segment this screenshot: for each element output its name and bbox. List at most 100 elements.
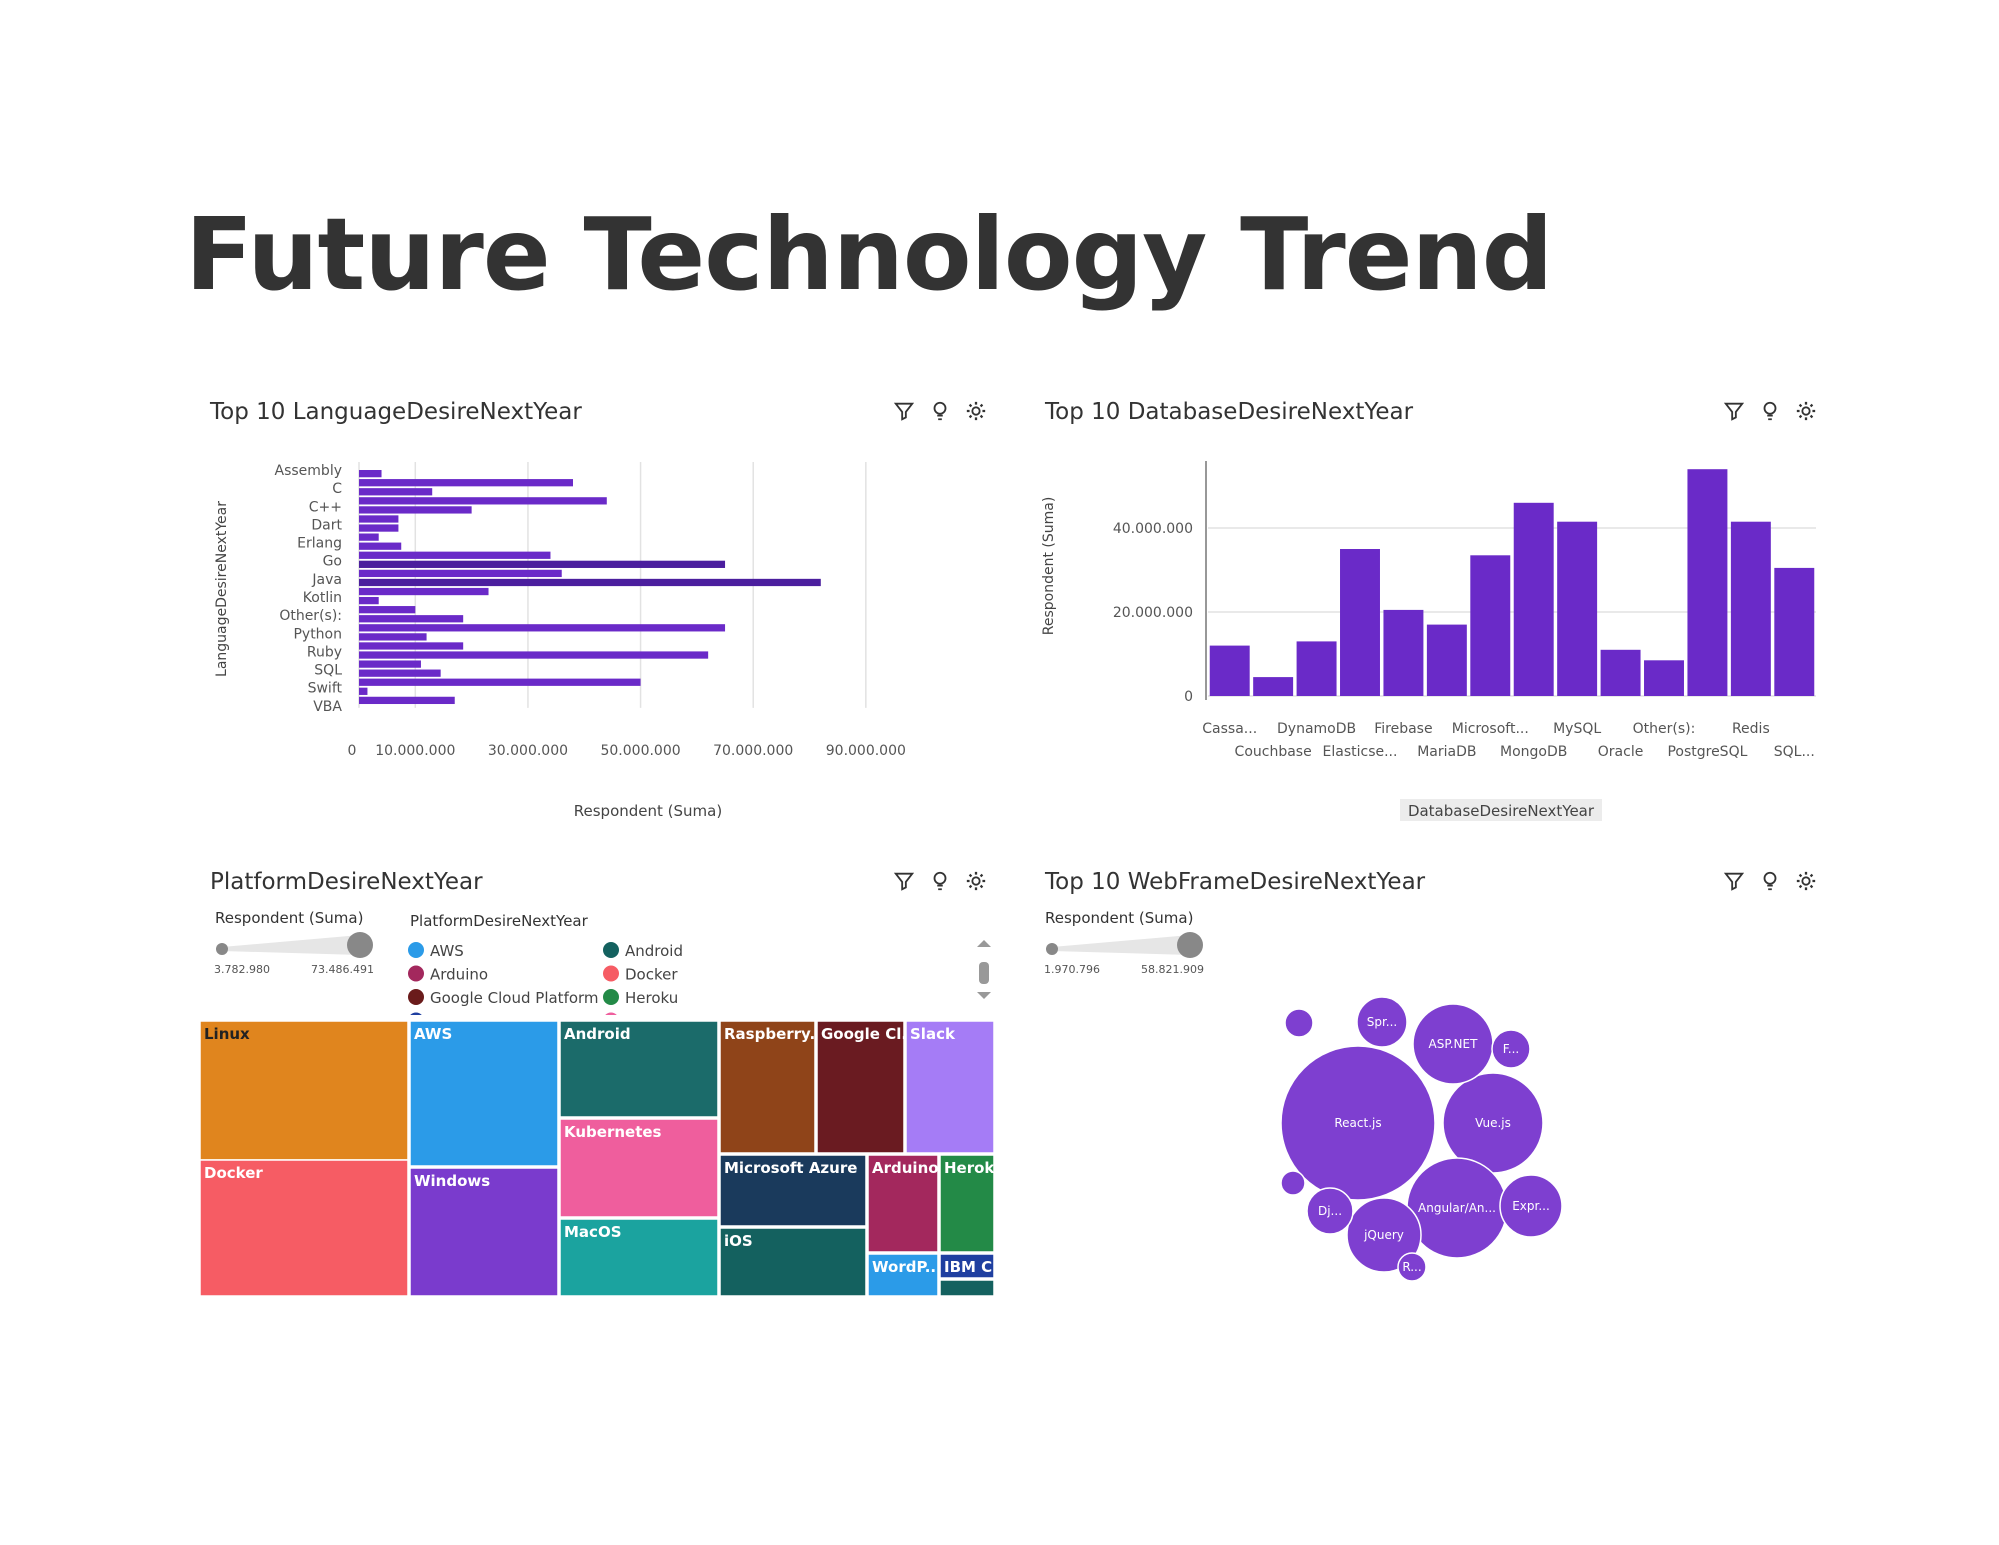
treemap-tile[interactable]: [939, 1279, 995, 1297]
bar[interactable]: [359, 533, 379, 541]
chart-toolbar: [893, 870, 987, 892]
lightbulb-icon[interactable]: [929, 870, 951, 892]
bar[interactable]: [359, 488, 433, 496]
settings-icon[interactable]: [965, 400, 987, 422]
bar[interactable]: [359, 596, 379, 605]
bar[interactable]: [359, 687, 368, 695]
filter-icon[interactable]: [1723, 870, 1745, 892]
bar[interactable]: [359, 678, 641, 686]
treemap-tile[interactable]: [719, 1020, 816, 1154]
bar[interactable]: [359, 479, 573, 487]
legend-label[interactable]: Android: [625, 942, 683, 960]
bar[interactable]: [359, 669, 441, 677]
bar[interactable]: [1209, 645, 1250, 696]
bar[interactable]: [359, 615, 464, 623]
treemap-tile[interactable]: [559, 1218, 719, 1297]
category-label: DynamoDB: [1277, 721, 1356, 737]
page-title: Future Technology Trend: [185, 196, 1553, 313]
legend-label[interactable]: Google Cloud Platform: [430, 989, 599, 1007]
treemap-tile[interactable]: [939, 1154, 995, 1253]
bar[interactable]: [1296, 641, 1337, 696]
treemap-tile[interactable]: [559, 1118, 719, 1218]
bar[interactable]: [1253, 677, 1294, 696]
bar[interactable]: [359, 624, 726, 632]
lightbulb-icon[interactable]: [929, 400, 951, 422]
treemap-tile[interactable]: [867, 1154, 939, 1253]
category-label: Firebase: [1374, 721, 1432, 737]
bar[interactable]: [1340, 549, 1380, 696]
bar[interactable]: [359, 515, 399, 523]
filter-icon[interactable]: [893, 400, 915, 422]
treemap-tile[interactable]: [409, 1167, 559, 1297]
treemap-tile[interactable]: [939, 1253, 995, 1279]
bar[interactable]: [359, 470, 382, 478]
bar[interactable]: [359, 551, 551, 559]
bar[interactable]: [1687, 469, 1728, 696]
slider-max-handle[interactable]: [1177, 932, 1203, 958]
slider-min-handle[interactable]: [1046, 943, 1058, 955]
bar[interactable]: [359, 642, 464, 650]
bar[interactable]: [1426, 624, 1467, 696]
scroll-up-icon[interactable]: [977, 940, 991, 947]
bar[interactable]: [359, 497, 607, 505]
treemap-tile[interactable]: [816, 1020, 905, 1154]
filter-icon[interactable]: [893, 870, 915, 892]
lightbulb-icon[interactable]: [1759, 870, 1781, 892]
bar[interactable]: [359, 651, 709, 659]
treemap-tile[interactable]: [199, 1020, 409, 1161]
treemap-tile[interactable]: [867, 1253, 939, 1297]
settings-icon[interactable]: [1795, 400, 1817, 422]
bar[interactable]: [1513, 502, 1554, 696]
scroll-thumb[interactable]: [979, 962, 989, 984]
bubble[interactable]: [1280, 1170, 1306, 1196]
bubble[interactable]: [1499, 1174, 1563, 1238]
bubble[interactable]: [1306, 1187, 1354, 1235]
database-bar-chart: 0 20.000.000 40.000.000 Cassa... Couchbase D…: [1041, 461, 1816, 821]
bubble[interactable]: [1280, 1045, 1436, 1201]
bar[interactable]: [1383, 609, 1424, 696]
bar[interactable]: [359, 587, 489, 596]
bubble[interactable]: [1284, 1008, 1314, 1038]
bar[interactable]: [1600, 649, 1641, 696]
size-min-value: 3.782.980: [214, 963, 270, 976]
slider-max-handle[interactable]: [347, 932, 373, 958]
bar[interactable]: [1774, 567, 1815, 696]
bar[interactable]: [1557, 521, 1598, 696]
bar[interactable]: [359, 569, 562, 578]
treemap-tile[interactable]: [719, 1227, 867, 1297]
bar[interactable]: [359, 696, 455, 705]
bar[interactable]: [359, 524, 399, 532]
settings-icon[interactable]: [1795, 870, 1817, 892]
bar[interactable]: [359, 506, 472, 514]
bar[interactable]: [1730, 521, 1771, 696]
bar[interactable]: [359, 542, 402, 550]
bar[interactable]: [359, 660, 421, 668]
legend-label[interactable]: Heroku: [625, 989, 678, 1007]
settings-icon[interactable]: [965, 870, 987, 892]
treemap-tile[interactable]: [905, 1020, 995, 1154]
size-min-value: 1.970.796: [1044, 963, 1100, 976]
bubble[interactable]: [1346, 1197, 1422, 1273]
filter-icon[interactable]: [1723, 400, 1745, 422]
bar[interactable]: [359, 560, 726, 568]
bubble[interactable]: [1356, 996, 1408, 1048]
treemap-tile[interactable]: [409, 1020, 559, 1167]
bar[interactable]: [359, 633, 427, 641]
bubble[interactable]: [1397, 1252, 1427, 1282]
treemap-tile[interactable]: [719, 1154, 867, 1227]
legend-label[interactable]: Arduino: [430, 966, 488, 984]
bar[interactable]: [359, 606, 416, 614]
slider-min-handle[interactable]: [216, 943, 228, 955]
lightbulb-icon[interactable]: [1759, 400, 1781, 422]
y-tick-label: 20.000.000: [1113, 605, 1193, 621]
bar[interactable]: [359, 578, 821, 587]
treemap-tile[interactable]: [559, 1020, 719, 1118]
bar[interactable]: [1470, 555, 1511, 696]
tile-label: iOS: [724, 1232, 753, 1250]
legend-label[interactable]: Docker: [625, 966, 678, 984]
bubble[interactable]: [1491, 1029, 1531, 1069]
scroll-down-icon[interactable]: [977, 992, 991, 999]
treemap-tile[interactable]: [199, 1159, 409, 1297]
legend-label[interactable]: AWS: [430, 942, 464, 960]
bar[interactable]: [1644, 660, 1684, 696]
